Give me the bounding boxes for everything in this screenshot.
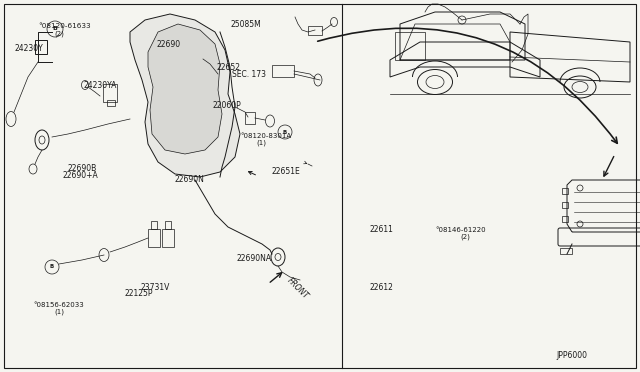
Text: 24230YA: 24230YA (83, 81, 116, 90)
Text: 22125P: 22125P (125, 289, 154, 298)
Text: °08156-62033: °08156-62033 (33, 302, 84, 308)
Text: JPP6000: JPP6000 (557, 351, 588, 360)
Bar (151, 221, 157, 229)
Text: (2): (2) (461, 234, 470, 240)
Text: (1): (1) (54, 308, 65, 315)
Text: °08120-61633: °08120-61633 (38, 23, 91, 29)
Bar (562, 188, 568, 194)
Text: 24230Y: 24230Y (14, 44, 43, 53)
Bar (560, 248, 572, 254)
Bar (35, 40, 47, 54)
Bar (562, 202, 568, 208)
Bar (148, 229, 160, 247)
Bar (245, 112, 255, 124)
Polygon shape (148, 24, 222, 154)
Text: 22652: 22652 (216, 63, 241, 72)
Bar (308, 26, 322, 35)
Text: SEC. 173: SEC. 173 (232, 70, 266, 79)
Text: (2): (2) (54, 30, 64, 37)
Text: 22611: 22611 (370, 225, 394, 234)
Text: 22612: 22612 (370, 283, 394, 292)
Bar (562, 216, 568, 222)
Text: °08120-8301A: °08120-8301A (240, 133, 291, 139)
Text: 22690N: 22690N (174, 175, 204, 184)
Polygon shape (130, 14, 240, 177)
Text: B: B (52, 26, 58, 32)
Text: B: B (50, 264, 54, 269)
Bar (162, 229, 174, 247)
Text: 22690: 22690 (157, 40, 181, 49)
Bar (165, 221, 171, 229)
Text: 22060P: 22060P (212, 101, 241, 110)
Text: 22690+A: 22690+A (63, 171, 99, 180)
Text: (1): (1) (256, 139, 266, 146)
Bar (395, 32, 425, 60)
Text: °08146-61220: °08146-61220 (435, 227, 486, 233)
Text: 22651E: 22651E (272, 167, 301, 176)
Text: 22690B: 22690B (67, 164, 97, 173)
Text: FRONT: FRONT (285, 276, 310, 301)
Bar (103, 84, 117, 102)
Bar (272, 65, 294, 77)
Text: 22690NA: 22690NA (237, 254, 272, 263)
Text: 25085M: 25085M (230, 20, 261, 29)
Bar (107, 100, 115, 106)
Text: B: B (283, 129, 287, 135)
Text: 23731V: 23731V (141, 283, 170, 292)
